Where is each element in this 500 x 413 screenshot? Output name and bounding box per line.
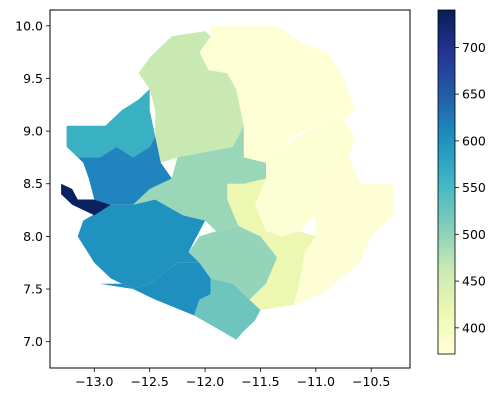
- y-tick-label: 8.5: [23, 176, 43, 191]
- colorbar-tick-label: 650: [462, 87, 486, 102]
- region-9: [66, 89, 156, 158]
- y-tick-label: 10.0: [15, 18, 43, 33]
- x-tick-label: −11.5: [241, 374, 279, 389]
- colorbar-tick-label: 550: [462, 180, 486, 195]
- y-tick-label: 9.0: [23, 124, 43, 139]
- region-2: [254, 120, 355, 237]
- region-8: [194, 278, 261, 340]
- x-tick-label: −12.0: [186, 374, 224, 389]
- x-tick-label: −12.5: [131, 374, 169, 389]
- region-7: [188, 225, 278, 300]
- colorbar-axis: 400 450 500 550 600 650 700: [455, 40, 486, 335]
- x-tick-label: −10.5: [352, 374, 390, 389]
- y-axis: 7.0 7.5 8.0 8.5 9.0 9.5 10.0: [15, 18, 50, 349]
- region-13: [61, 183, 111, 216]
- colorbar-tick-label: 700: [462, 40, 486, 55]
- region-12: [99, 262, 211, 316]
- colorbar: [437, 9, 456, 355]
- region-4: [227, 178, 316, 311]
- colorbar-tick-label: 500: [462, 227, 486, 242]
- colorbar-tick-label: 400: [462, 320, 486, 335]
- y-tick-label: 7.0: [23, 334, 43, 349]
- y-tick-label: 9.5: [23, 71, 43, 86]
- x-tick-label: −11.0: [297, 374, 335, 389]
- region-6: [133, 125, 266, 232]
- y-tick-label: 8.0: [23, 229, 43, 244]
- region-1: [199, 25, 355, 163]
- colorbar-tick-label: 600: [462, 133, 486, 148]
- map-axes-frame: [49, 9, 411, 369]
- region-10: [77, 136, 172, 205]
- colorbar-tick-label: 450: [462, 274, 486, 289]
- map-regions: [61, 25, 394, 340]
- region-5: [138, 31, 244, 163]
- x-axis: −13.0 −12.5 −12.0 −11.5 −11.0 −10.5: [75, 368, 390, 389]
- x-tick-label: −13.0: [75, 374, 113, 389]
- region-3: [293, 157, 394, 305]
- region-11: [77, 199, 206, 289]
- y-tick-label: 7.5: [23, 282, 43, 297]
